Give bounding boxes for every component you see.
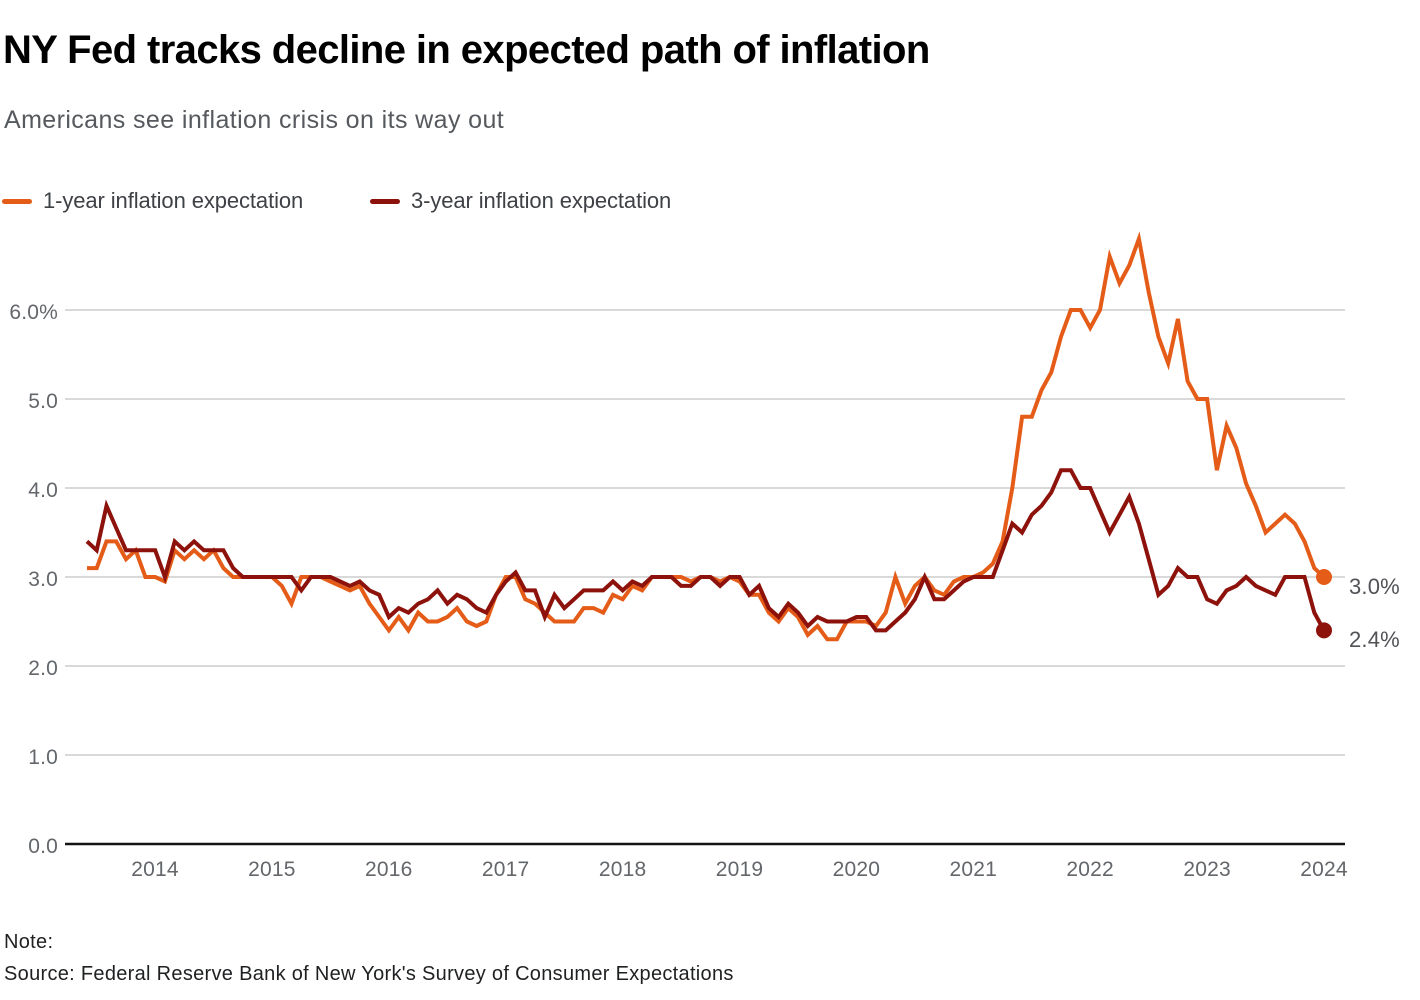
y-tick-label: 0.0 xyxy=(28,835,58,858)
x-tick-label: 2021 xyxy=(949,858,998,881)
x-tick-label: 2020 xyxy=(832,858,881,881)
end-value-label-3-year: 2.4% xyxy=(1349,627,1400,652)
legend-item-1-year: 1-year inflation expectation xyxy=(2,188,303,214)
y-tick-label: 6.0% xyxy=(9,301,58,324)
legend-label-1-year: 1-year inflation expectation xyxy=(43,188,304,213)
x-tick-label: 2024 xyxy=(1300,858,1348,881)
y-tick-label: 2.0 xyxy=(28,657,58,680)
end-dot-1-year xyxy=(1316,569,1332,585)
x-tick-label: 2016 xyxy=(365,858,413,881)
x-tick-label: 2014 xyxy=(131,858,179,881)
x-tick-label: 2023 xyxy=(1183,858,1231,881)
series-line-1-year xyxy=(87,231,1326,642)
end-dot-3-year xyxy=(1316,622,1332,639)
x-tick-label: 2015 xyxy=(248,858,296,881)
legend: 1-year inflation expectation 3-year infl… xyxy=(0,188,1420,214)
legend-item-3-year: 3-year inflation expectation xyxy=(370,188,671,214)
end-value-label-1-year: 3.0% xyxy=(1349,574,1400,599)
y-tick-label: 3.0 xyxy=(28,568,58,591)
y-tick-label: 1.0 xyxy=(28,746,58,769)
source-text: Source: Federal Reserve Bank of New York… xyxy=(4,963,734,985)
y-tick-label: 5.0 xyxy=(28,390,58,413)
series-line-3-year xyxy=(85,468,1326,633)
legend-label-3-year: 3-year inflation expectation xyxy=(411,188,672,213)
x-tick-label: 2019 xyxy=(715,858,764,881)
page-title: NY Fed tracks decline in expected path o… xyxy=(3,28,930,72)
x-tick-label: 2017 xyxy=(481,858,530,881)
x-tick-label: 2018 xyxy=(598,858,647,881)
legend-swatch-3-year-icon xyxy=(370,198,400,204)
x-tick-label: 2022 xyxy=(1066,858,1114,881)
chart-subtitle: Americans see inflation crisis on its wa… xyxy=(4,106,505,134)
note-label: Note: xyxy=(4,931,54,953)
y-tick-label: 4.0 xyxy=(28,479,58,502)
legend-swatch-1-year-icon xyxy=(2,198,32,204)
